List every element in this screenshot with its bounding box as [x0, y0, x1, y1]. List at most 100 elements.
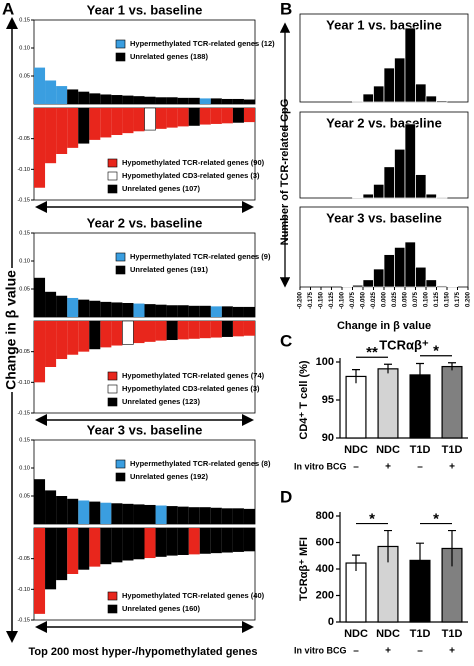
bar — [56, 528, 68, 581]
bar — [155, 321, 167, 341]
bar — [177, 108, 189, 127]
bar — [144, 504, 156, 524]
bar — [144, 304, 156, 317]
y-tick-label: -0.10 — [17, 380, 30, 386]
bar — [362, 279, 374, 288]
bar — [34, 108, 46, 188]
bar — [243, 108, 255, 123]
bar — [122, 108, 134, 134]
significance-label: ** — [366, 344, 378, 361]
legend-swatch — [115, 39, 126, 49]
x-tick-label: -0.050 — [361, 291, 367, 309]
bar — [221, 108, 233, 124]
x-axis-label: Top 200 most hyper-/hypomethylated genes — [28, 646, 257, 658]
y-tick-label: -0.05 — [17, 556, 30, 562]
x-tick-label: 0.150 — [445, 291, 451, 307]
y-tick-label: -0.15 — [17, 617, 30, 623]
x-tick-label: 0.100 — [424, 291, 430, 307]
bar — [67, 528, 79, 574]
error-bar — [384, 363, 392, 374]
legend-swatch — [115, 265, 126, 275]
x-tick-label: -0.125 — [329, 291, 335, 309]
bar — [210, 306, 222, 317]
chart-title: Year 3 vs. baseline — [87, 422, 203, 437]
bar — [232, 321, 244, 337]
treatment-sign: + — [449, 646, 455, 657]
bar — [221, 528, 233, 553]
bar — [100, 502, 112, 524]
bar — [45, 291, 57, 317]
bar — [425, 193, 437, 199]
panel-label: B — [280, 0, 292, 18]
bar — [144, 321, 156, 342]
bar — [34, 67, 46, 104]
y-axis-label: TCRαβ⁺ MFI — [298, 537, 310, 601]
legend-label: Hypermethylated TCR-related genes (12) — [130, 39, 275, 48]
y-tick-label: -0.15 — [17, 410, 30, 416]
bar — [345, 562, 367, 623]
bar — [100, 321, 112, 348]
legend-swatch — [107, 604, 118, 614]
bar — [155, 97, 167, 104]
bar — [133, 303, 145, 317]
bar — [404, 241, 416, 288]
bar — [221, 306, 233, 317]
bar — [436, 100, 448, 103]
bar — [67, 108, 79, 148]
legend-swatch — [115, 459, 126, 469]
bar — [89, 300, 101, 317]
bar — [89, 528, 101, 567]
x-tick-label: T1D — [442, 444, 463, 456]
bar — [221, 321, 233, 337]
bar — [177, 305, 189, 317]
treatment-sign: + — [385, 646, 391, 657]
significance-label: * — [433, 343, 439, 360]
treatment-sign: + — [385, 462, 391, 473]
bar — [210, 321, 222, 338]
panel-label: D — [280, 487, 292, 506]
x-tick-label: -0.100 — [340, 291, 346, 309]
bar — [362, 193, 374, 199]
bar — [56, 321, 68, 360]
bar — [425, 279, 437, 288]
legend-swatch — [107, 397, 118, 407]
bar — [232, 528, 244, 552]
treatment-sign: – — [417, 646, 423, 657]
legend-swatch — [115, 472, 126, 482]
bar — [78, 91, 90, 104]
bar — [377, 368, 399, 439]
bar — [210, 507, 222, 524]
bar — [155, 304, 167, 317]
error-bar — [352, 369, 360, 384]
y-tick-label: 0.15 — [19, 230, 30, 236]
legend-swatch — [107, 591, 118, 601]
bar — [441, 365, 463, 439]
legend-label: Hypomethylated TCR-related genes (90) — [122, 158, 265, 167]
bar — [111, 528, 123, 563]
bar — [243, 306, 255, 317]
treatment-sign: – — [417, 462, 423, 473]
bar — [199, 507, 211, 524]
bar — [166, 97, 178, 104]
y-tick-label: 0.15 — [19, 17, 30, 23]
chart-title: TCRαβ⁺ — [379, 337, 429, 352]
chart-title: Year 2 vs. baseline — [87, 215, 203, 230]
x-tick-label: NDC — [344, 628, 368, 640]
bar — [122, 303, 134, 317]
bar — [352, 284, 364, 288]
bar — [111, 503, 123, 524]
bar — [34, 479, 46, 524]
bar — [133, 96, 145, 104]
bar — [45, 80, 57, 104]
y-tick-label: -0.10 — [17, 167, 30, 173]
bar — [199, 98, 211, 104]
x-tick-label: 0.075 — [413, 291, 419, 307]
significance-label: * — [433, 511, 439, 528]
bar — [45, 108, 57, 164]
bar — [199, 108, 211, 125]
treatment-sign: – — [353, 646, 359, 657]
bar — [383, 166, 395, 199]
bar — [133, 504, 145, 524]
legend-swatch — [107, 158, 118, 168]
bar — [404, 123, 416, 199]
